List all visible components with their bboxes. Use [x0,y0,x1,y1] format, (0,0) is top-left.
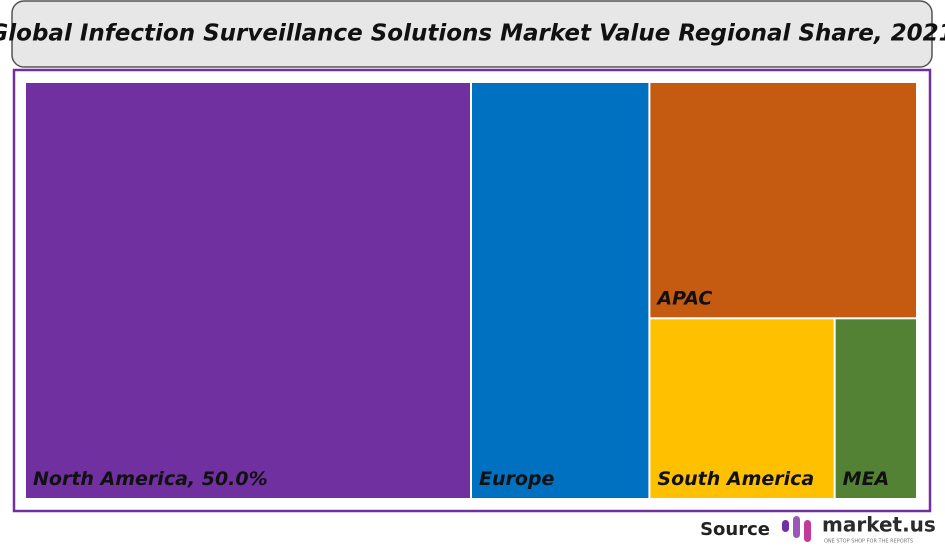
chart-title: Global Infection Surveillance Solutions … [0,21,945,47]
tile [26,83,470,498]
treemap: North America, 50.0% Europe APAC South Amer… [26,83,916,498]
tile-label: South America [657,468,814,490]
logo-icon [782,516,811,542]
brand-tagline: ONE STOP SHOP FOR THE REPORTS [824,539,913,545]
tile [650,83,916,318]
source-label: Source [700,519,770,540]
tile-label: APAC [655,287,712,309]
tile [650,319,834,498]
tile-label: North America, 50.0% [33,468,268,490]
tile-label: Europe [479,468,555,490]
tile [472,83,649,498]
tile [835,319,916,498]
title-box [11,0,933,68]
brand-name: market.us [822,513,936,537]
tile-label: MEA [843,468,890,490]
